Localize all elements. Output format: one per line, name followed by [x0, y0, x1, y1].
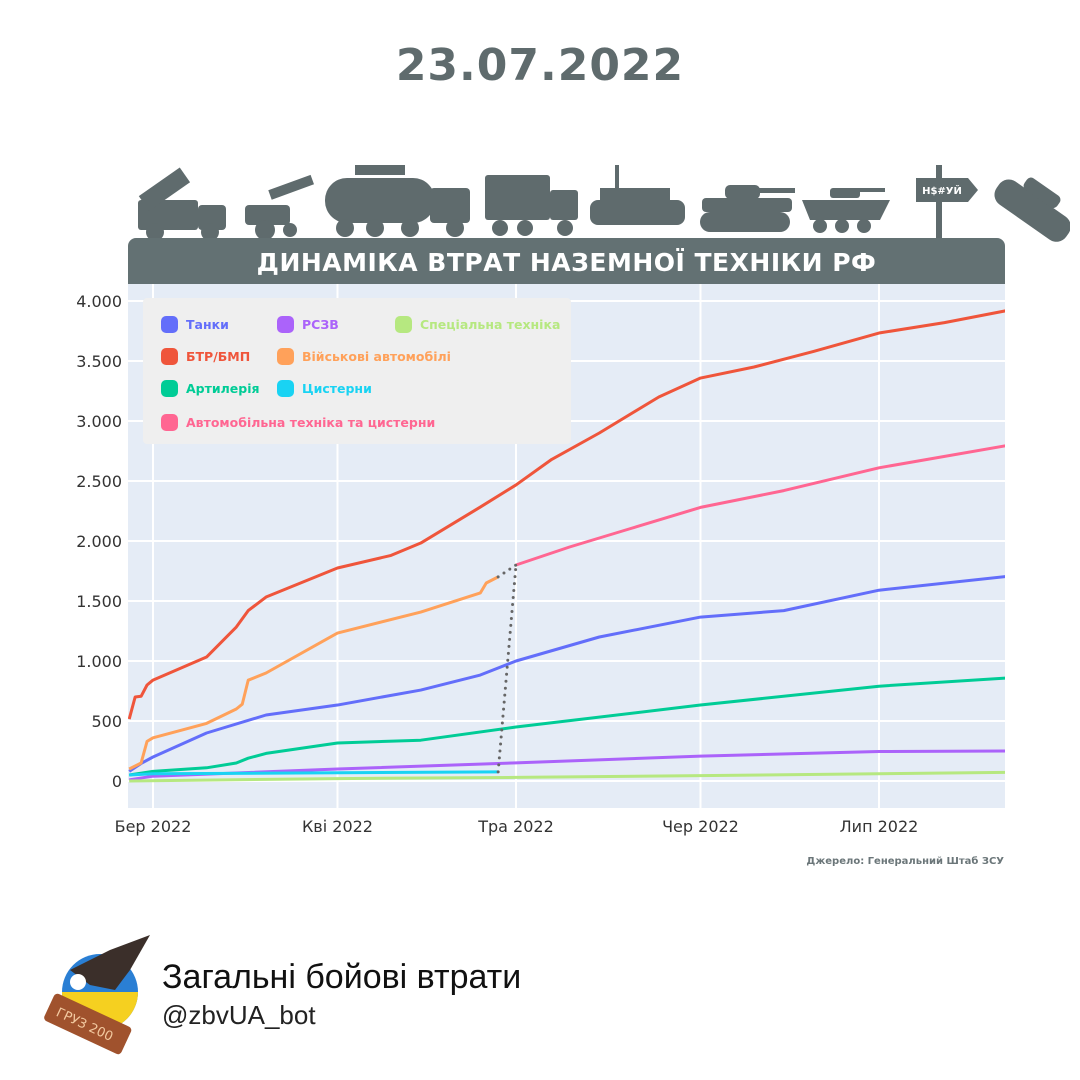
legend-swatch [161, 348, 178, 365]
legend-label: Спеціальна техніка [420, 317, 561, 332]
tank-icon [700, 185, 795, 232]
source-note: Джерело: Генеральний Штаб ЗСУ [806, 856, 1004, 867]
legend-label: Танки [186, 317, 229, 332]
bot-logo: ГРУЗ 200 [44, 935, 150, 1055]
x-tick-label: Чер 2022 [662, 817, 739, 836]
legend-item[interactable]: Артилерія [161, 380, 260, 397]
legend-label: БТР/БМП [186, 349, 251, 364]
series-line-0 [128, 575, 1005, 773]
y-tick-label: 2.500 [76, 472, 122, 491]
x-tick-label: Бер 2022 [115, 817, 192, 836]
legend-item[interactable]: Автомобільна техніка та цистерни [161, 414, 435, 431]
legend-swatch [161, 316, 178, 333]
y-tick-label: 3.000 [76, 412, 122, 431]
legend-item[interactable]: Танки [161, 316, 229, 333]
y-tick-label: 0 [112, 772, 122, 791]
series-line-2 [129, 770, 1005, 783]
legend-item[interactable]: Військові автомобілі [277, 348, 451, 365]
series-line-7 [515, 444, 1005, 567]
x-tick-label: Лип 2022 [840, 817, 919, 836]
legend-item[interactable]: Цистерни [277, 380, 372, 397]
series-line-1 [128, 749, 1005, 782]
missile-launcher-truck-icon [485, 175, 578, 236]
ifv-icon [590, 165, 685, 225]
apc-icon [802, 188, 890, 233]
signpost-icon: Н$#УЙ [916, 165, 978, 240]
destroyed-tank-icon [994, 177, 1070, 242]
mlrs-truck-icon [138, 167, 226, 241]
x-tick-label: Кві 2022 [302, 817, 373, 836]
footer-title: Загальні бойові втрати [162, 958, 522, 996]
y-tick-label: 1.500 [76, 592, 122, 611]
fuel-truck-icon [325, 165, 470, 237]
legend-label: Автомобільна техніка та цистерни [186, 415, 436, 430]
x-tick-label: Тра 2022 [477, 817, 554, 836]
series-line-5 [128, 676, 1005, 777]
howitzer-icon [245, 174, 314, 240]
legend-swatch [277, 348, 294, 365]
dotted-connector [496, 563, 518, 774]
legend-item[interactable]: РСЗВ [277, 316, 339, 333]
legend-swatch [395, 316, 412, 333]
legend-label: РСЗВ [302, 317, 339, 332]
footer-handle[interactable]: @zbvUA_bot [162, 1000, 316, 1030]
y-tick-label: 3.500 [76, 352, 122, 371]
series-line-6 [129, 770, 499, 777]
legend-item[interactable]: БТР/БМП [161, 348, 250, 365]
signpost-text: Н$#УЙ [922, 184, 962, 197]
series-line-3 [128, 309, 1005, 720]
chart-legend: Танки РСЗВ Спеціальна техніка БТР/БМП Військ… [143, 298, 571, 444]
equipment-icons: Н$#УЙ [138, 165, 1070, 242]
legend-swatch [161, 380, 178, 397]
legend-item[interactable]: Спеціальна техніка [395, 316, 560, 333]
legend-swatch [161, 414, 178, 431]
y-tick-label: 4.000 [76, 292, 122, 311]
y-tick-label: 500 [91, 712, 122, 731]
legend-swatch [277, 380, 294, 397]
legend-label: Артилерія [186, 381, 260, 396]
y-tick-label: 1.000 [76, 652, 122, 671]
legend-label: Військові автомобілі [302, 349, 451, 364]
legend-swatch [277, 316, 294, 333]
chart-banner-title: ДИНАМІКА ВТРАТ НАЗЕМНОЇ ТЕХНІКИ РФ [128, 238, 1005, 284]
legend-label: Цистерни [302, 381, 372, 396]
series-line-4 [128, 575, 499, 771]
report-date: 23.07.2022 [395, 40, 685, 91]
y-tick-label: 2.000 [76, 532, 122, 551]
